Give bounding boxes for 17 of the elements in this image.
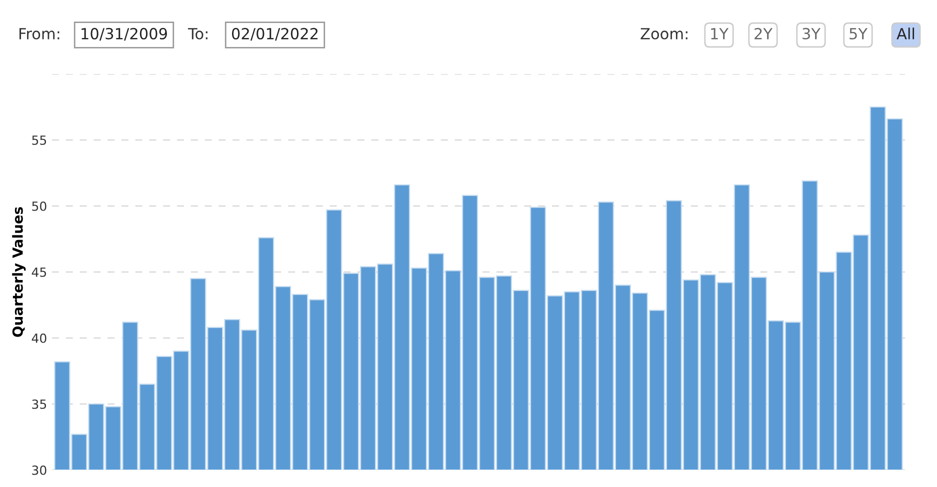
text: 1Y	[711, 28, 729, 40]
y-tick-label: 40	[32, 333, 46, 343]
text: All	[896, 28, 914, 40]
text: 10/31/2009	[82, 28, 167, 41]
y-tick-label: 45	[32, 268, 46, 277]
y-tick-label: 30	[32, 465, 46, 475]
text: From:	[20, 28, 60, 40]
text: 2Y	[754, 28, 773, 40]
y-axis-title: Quarterly Values	[12, 207, 26, 337]
y-tick-label: 35	[32, 399, 46, 409]
text: 3Y	[802, 28, 821, 40]
text: To:	[188, 28, 208, 40]
y-tick-label: 50	[32, 201, 46, 211]
text: 02/01/2022	[232, 28, 318, 41]
text: 5Y	[850, 28, 868, 40]
text: Zoom:	[640, 28, 688, 40]
y-tick-label: 55	[32, 136, 46, 145]
